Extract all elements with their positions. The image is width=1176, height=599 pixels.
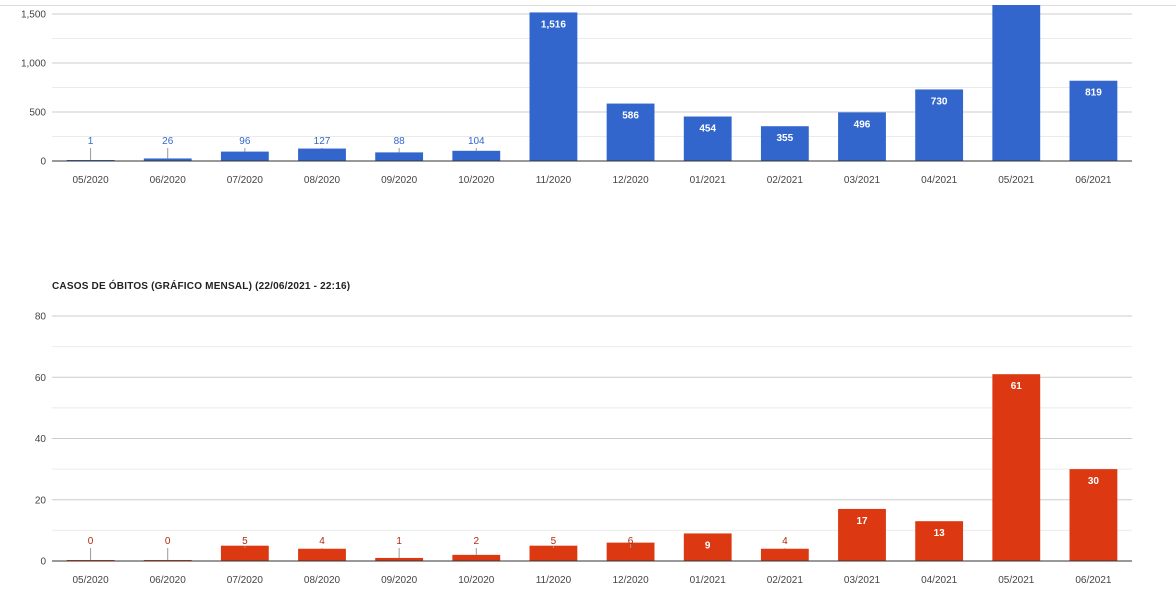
x-tick-label: 11/2020 (536, 575, 572, 586)
bar (143, 158, 192, 161)
bar (375, 557, 424, 561)
x-tick-label: 05/2021 (998, 575, 1035, 586)
x-tick-label: 12/2020 (612, 175, 649, 186)
data-label: 4 (319, 536, 325, 547)
bar (915, 89, 964, 161)
x-tick-label: 06/2021 (1075, 175, 1112, 186)
data-label: 0 (165, 536, 171, 547)
x-tick-label: 04/2021 (921, 575, 958, 586)
x-tick-label: 04/2021 (921, 175, 958, 186)
bar (992, 5, 1041, 161)
x-tick-label: 08/2020 (304, 175, 341, 186)
bar (1069, 469, 1118, 561)
data-label: 2 (474, 536, 480, 547)
data-label: 454 (699, 124, 716, 135)
data-label: 9 (705, 540, 711, 551)
bar (683, 116, 732, 161)
bar (220, 545, 269, 561)
data-label: 1 (88, 136, 94, 147)
bar (606, 542, 655, 561)
bar (760, 126, 809, 161)
bar (838, 112, 886, 161)
data-label: 104 (468, 136, 485, 147)
x-tick-label: 07/2020 (227, 575, 264, 586)
bar (683, 533, 732, 561)
y-tick-label: 60 (35, 373, 47, 384)
bar (298, 148, 346, 161)
x-tick-label: 06/2021 (1075, 575, 1112, 586)
data-label: 26 (162, 136, 174, 147)
x-tick-label: 10/2020 (458, 575, 495, 586)
x-tick-label: 02/2021 (767, 175, 804, 186)
bar (529, 545, 578, 561)
bar (298, 548, 346, 561)
bar (452, 554, 501, 561)
data-label: 5 (242, 536, 248, 547)
bar (529, 12, 578, 161)
x-tick-label: 12/2020 (612, 575, 649, 586)
y-tick-label: 500 (29, 108, 46, 119)
data-label: 88 (394, 136, 406, 147)
x-tick-label: 01/2021 (690, 175, 727, 186)
bar (606, 103, 655, 161)
bar (992, 374, 1041, 561)
data-label: 496 (854, 119, 871, 130)
y-tick-label: 1,000 (21, 59, 46, 70)
data-label: 4 (782, 536, 788, 547)
data-label: 0 (88, 536, 94, 547)
bar (452, 150, 501, 161)
y-tick-label: 40 (35, 434, 47, 445)
data-label: 355 (777, 133, 794, 144)
bar (375, 152, 424, 161)
data-label: 61 (1011, 381, 1023, 392)
x-tick-label: 05/2020 (72, 575, 109, 586)
y-tick-label: 20 (35, 495, 47, 506)
y-tick-label: 80 (35, 312, 47, 323)
data-label: 730 (931, 96, 948, 107)
data-label: 13 (934, 528, 946, 539)
y-tick-label: 0 (40, 557, 46, 568)
data-label: 6 (628, 536, 634, 547)
deaths-chart-title: CASOS DE ÓBITOS (GRÁFICO MENSAL) (22/06/… (52, 281, 351, 292)
x-tick-label: 06/2020 (150, 175, 187, 186)
data-label: 127 (314, 136, 331, 147)
bar (220, 151, 269, 161)
x-tick-label: 10/2020 (458, 175, 495, 186)
y-tick-label: 0 (40, 157, 46, 168)
data-label: 819 (1085, 88, 1102, 99)
top-border (0, 0, 1176, 6)
x-tick-label: 09/2020 (381, 175, 418, 186)
bar (915, 521, 964, 561)
data-label: 1 (396, 536, 402, 547)
monthly-cases-chart: 0 500 1,000 1,500 1 05/2020 26 06/2020 96 07/2020… (21, 5, 1132, 186)
x-tick-label: 08/2020 (304, 575, 341, 586)
x-tick-label: 09/2020 (381, 575, 418, 586)
data-label: 586 (622, 111, 639, 122)
data-label: 30 (1088, 476, 1100, 487)
data-label: 17 (856, 516, 868, 527)
x-tick-label: 06/2020 (150, 575, 187, 586)
x-tick-label: 01/2021 (690, 575, 727, 586)
x-tick-label: 05/2020 (72, 175, 109, 186)
bar (760, 548, 809, 561)
data-label: 5 (551, 536, 557, 547)
x-tick-label: 03/2021 (844, 575, 881, 586)
x-tick-label: 11/2020 (536, 175, 572, 186)
x-tick-label: 05/2021 (998, 175, 1035, 186)
x-tick-label: 02/2021 (767, 575, 804, 586)
bar (838, 508, 886, 561)
x-tick-label: 07/2020 (227, 175, 264, 186)
data-label: 96 (239, 136, 251, 147)
data-label: 1,516 (541, 19, 566, 30)
x-tick-label: 03/2021 (844, 175, 881, 186)
bar (1069, 80, 1118, 161)
y-tick-label: 1,500 (21, 10, 46, 21)
